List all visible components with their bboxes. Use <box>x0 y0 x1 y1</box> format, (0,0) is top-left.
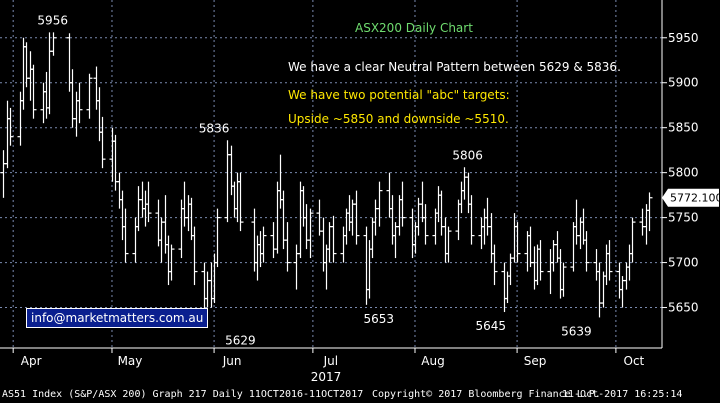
ohlc-bar <box>399 181 406 227</box>
grid-lines <box>0 0 662 348</box>
annotation-neutral-pattern: We have a clear Neutral Pattern between … <box>288 60 621 74</box>
x-month-label: Jul <box>323 354 338 368</box>
ohlc-bar <box>353 190 360 245</box>
ohlc-bar <box>491 244 498 286</box>
y-tick-label: 5850 <box>668 121 699 135</box>
y-tick-label: 5900 <box>668 76 699 90</box>
ohlc-bar <box>583 231 590 272</box>
price-labels: 5956 5836 5806 5629 5653 5645 5639 <box>37 13 591 347</box>
ohlc-bar <box>237 172 244 232</box>
ohlc-bar <box>30 64 37 119</box>
ohlc-bar <box>376 181 383 227</box>
last-price-label: 5772.100 <box>670 192 720 205</box>
x-month-label: Apr <box>21 354 42 368</box>
y-tick-label: 5800 <box>668 166 699 180</box>
price-label: 5836 <box>199 121 230 135</box>
ohlc-bar <box>468 195 475 245</box>
y-tick-label: 5700 <box>668 256 699 270</box>
annotation-upside-downside: Upside ~5850 and downside ~5510. <box>288 112 509 126</box>
ohlc-bar <box>50 32 57 56</box>
ohlc-bar <box>86 73 93 119</box>
x-month-label: Oct <box>624 354 645 368</box>
ohlc-bar <box>99 116 106 169</box>
chart-title: ASX200 Daily Chart <box>355 21 473 35</box>
price-label: 5806 <box>452 148 483 162</box>
ohlc-bar <box>214 208 221 268</box>
x-year-label: 2017 <box>311 370 342 384</box>
ohlc-bar <box>646 192 653 232</box>
ohlc-bar <box>629 217 636 263</box>
x-month-label: May <box>118 354 143 368</box>
y-tick-label: 5950 <box>668 31 699 45</box>
ohlc-bar <box>122 208 129 263</box>
price-bars <box>0 32 653 318</box>
ohlc-bar <box>537 240 544 281</box>
ohlc-bar <box>560 262 567 297</box>
x-month-label: Sep <box>524 354 547 368</box>
last-price-tag <box>662 188 719 207</box>
annotation-abc-targets: We have two potential "abc" targets: <box>288 88 510 102</box>
price-label: 5629 <box>225 333 256 347</box>
bloomberg-footer: AS51 Index (S&P/ASX 200) Graph 217 Daily… <box>0 385 720 403</box>
footer-timestamp: 11-Oct-2017 16:25:14 <box>562 389 683 400</box>
x-month-label: Aug <box>421 354 444 368</box>
ohlc-bar <box>422 204 429 245</box>
ohlc-bar <box>307 208 314 259</box>
footer-copyright: Copyright© 2017 Bloomberg Finance L.P. <box>372 389 601 400</box>
ohlc-bar <box>145 181 152 223</box>
price-label: 5653 <box>363 312 394 326</box>
ohlc-bar <box>191 226 198 286</box>
price-label: 5645 <box>475 319 506 333</box>
y-tick-label: 5750 <box>668 211 699 225</box>
ohlc-bar <box>76 82 83 124</box>
ohlc-bar <box>168 244 175 281</box>
ohlc-bar <box>330 215 337 263</box>
y-axis: 5650 5700 5750 5800 5850 5900 5950 5772.100 <box>661 0 720 348</box>
ohlc-bar <box>606 240 613 281</box>
contact-email-link[interactable]: info@marketmatters.com.au <box>26 308 209 328</box>
ohlc-bar <box>514 222 521 263</box>
ohlc-bar <box>260 226 267 263</box>
x-axis: Apr May Jun Jul Aug Sep Oct 2017 <box>0 347 662 384</box>
ohlc-bar <box>284 222 291 272</box>
ohlc-bar <box>445 226 452 263</box>
price-label: 5956 <box>37 13 68 27</box>
y-tick-label: 5650 <box>668 301 699 315</box>
price-label: 5639 <box>561 324 592 338</box>
ohlc-bar <box>7 107 14 146</box>
x-month-label: Jun <box>222 354 242 368</box>
footer-security-info: AS51 Index (S&P/ASX 200) Graph 217 Daily… <box>2 389 364 400</box>
